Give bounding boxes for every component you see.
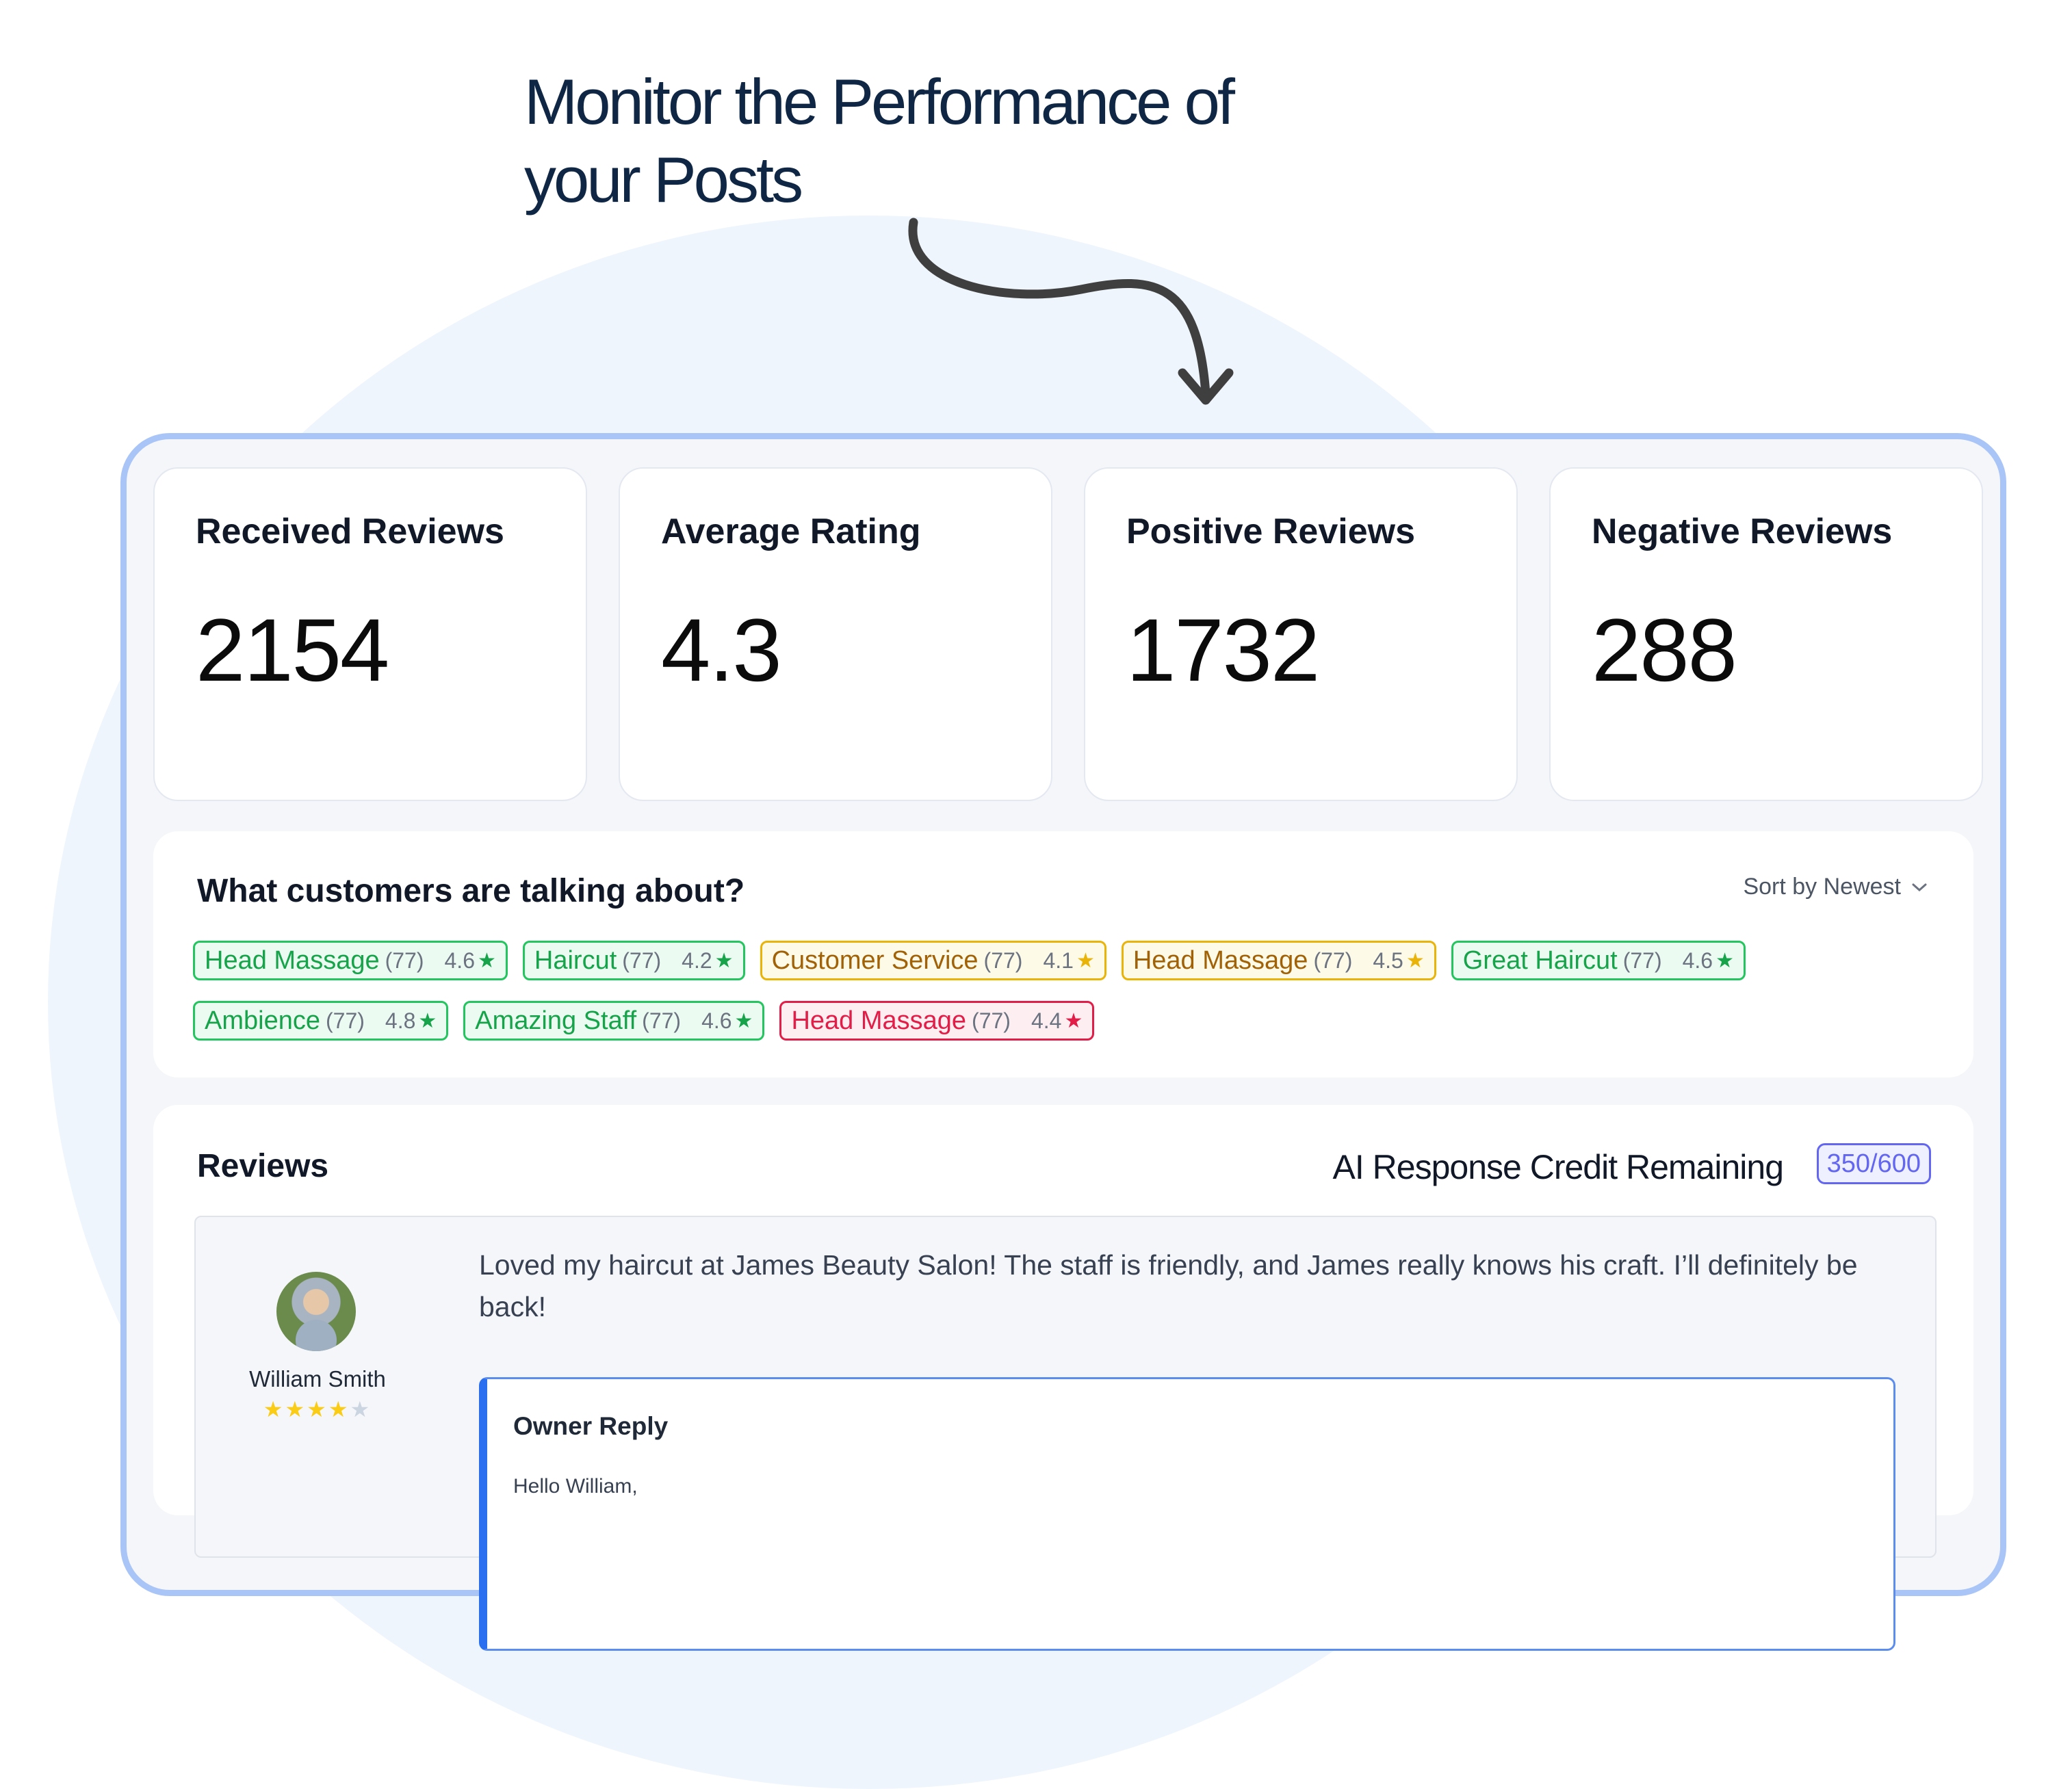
reply-text: Hello William,	[513, 1475, 638, 1498]
topic-chip[interactable]: Haircut (77) 4.2 ★	[522, 941, 745, 980]
stat-label: Negative Reviews	[1592, 512, 1893, 551]
topic-chip[interactable]: Head Massage (77) 4.6 ★	[193, 941, 508, 980]
reviews-panel: Reviews AI Response Credit Remaining 350…	[153, 1105, 1973, 1651]
star-icon: ★	[714, 949, 734, 972]
topic-chip[interactable]: Ambience (77) 4.8 ★	[193, 1001, 449, 1041]
review-card: William Smith ★★★★★ Loved my haircut at …	[194, 1216, 1937, 1651]
stat-value: 4.3	[661, 600, 782, 700]
chip-name: Ambience	[205, 1006, 320, 1035]
stat-label: Average Rating	[661, 512, 921, 551]
chip-rating: 4.1	[1043, 948, 1074, 973]
stat-label: Positive Reviews	[1126, 512, 1415, 551]
reviews-title: Reviews	[197, 1148, 329, 1184]
chip-count: (77)	[642, 1008, 682, 1033]
sort-label: Sort by Newest	[1743, 874, 1901, 900]
topic-chip[interactable]: Head Massage (77) 4.4 ★	[779, 1001, 1095, 1041]
reply-title: Owner Reply	[513, 1412, 669, 1440]
chip-count: (77)	[972, 1008, 1011, 1033]
topic-chip-row: Ambience (77) 4.8 ★ Amazing Staff (77) 4…	[193, 1001, 1095, 1041]
topic-chip[interactable]: Amazing Staff (77) 4.6 ★	[463, 1001, 765, 1041]
stat-label: Received Reviews	[196, 512, 504, 551]
sort-dropdown[interactable]: Sort by Newest	[1743, 874, 1927, 900]
star-icon: ★	[350, 1397, 372, 1422]
chip-name: Head Massage	[791, 1006, 967, 1035]
chip-count: (77)	[983, 948, 1023, 973]
star-icon: ★	[263, 1397, 285, 1422]
headline: Monitor the Performance of your Posts	[524, 66, 1235, 216]
owner-reply: Owner Reply Hello William,	[479, 1377, 1895, 1651]
stat-value: 288	[1592, 600, 1737, 700]
chevron-down-icon	[1912, 883, 1927, 891]
ai-credit-badge: 350/600	[1816, 1143, 1931, 1184]
chip-name: Head Massage	[1132, 945, 1308, 975]
star-icon: ★	[734, 1009, 753, 1032]
stat-value: 1732	[1126, 600, 1320, 700]
chip-rating: 4.6	[1682, 948, 1713, 973]
star-icon: ★	[1064, 1009, 1083, 1032]
star-icon: ★	[1076, 949, 1095, 972]
chip-rating: 4.6	[444, 948, 475, 973]
star-icon: ★	[328, 1397, 350, 1422]
topic-chip[interactable]: Head Massage (77) 4.5 ★	[1121, 941, 1436, 980]
chip-count: (77)	[1313, 948, 1353, 973]
star-icon: ★	[285, 1397, 307, 1422]
chip-count: (77)	[1622, 948, 1662, 973]
chip-count: (77)	[622, 948, 662, 973]
stat-card-average-rating: Average Rating 4.3	[619, 467, 1052, 801]
chip-name: Customer Service	[771, 945, 979, 975]
chip-rating: 4.2	[682, 948, 712, 973]
avatar	[276, 1272, 356, 1351]
stat-value: 2154	[196, 600, 389, 700]
star-rating: ★★★★★	[242, 1396, 393, 1422]
chip-name: Haircut	[534, 945, 617, 975]
star-icon: ★	[477, 949, 496, 972]
reviewer-name: William Smith	[249, 1366, 386, 1392]
stat-card-positive-reviews: Positive Reviews 1732	[1084, 467, 1518, 801]
chip-rating: 4.5	[1373, 948, 1403, 973]
topics-panel: What customers are talking about? Sort b…	[153, 831, 1973, 1078]
review-text: Loved my haircut at James Beauty Salon! …	[479, 1249, 1858, 1322]
curved-arrow-icon	[908, 218, 1234, 405]
chip-rating: 4.4	[1031, 1008, 1062, 1033]
topic-chip[interactable]: Great Haircut (77) 4.6 ★	[1451, 941, 1746, 980]
topics-title: What customers are talking about?	[197, 873, 745, 909]
stat-card-negative-reviews: Negative Reviews 288	[1549, 467, 1983, 801]
chip-name: Head Massage	[205, 945, 380, 975]
star-icon: ★	[1715, 949, 1734, 972]
chip-rating: 4.6	[701, 1008, 732, 1033]
chip-count: (77)	[385, 948, 424, 973]
topic-chip-row: Head Massage (77) 4.6 ★ Haircut (77) 4.2…	[193, 941, 1746, 980]
star-icon: ★	[1406, 949, 1425, 972]
chip-name: Great Haircut	[1462, 945, 1618, 975]
ai-credit-label: AI Response Credit Remaining	[1332, 1148, 1784, 1186]
chip-rating: 4.8	[385, 1008, 416, 1033]
star-icon: ★	[418, 1009, 437, 1032]
chip-count: (77)	[325, 1008, 365, 1033]
chip-name: Amazing Staff	[475, 1006, 637, 1035]
stat-card-received-reviews: Received Reviews 2154	[153, 467, 587, 801]
topic-chip[interactable]: Customer Service (77) 4.1 ★	[760, 941, 1106, 980]
star-icon: ★	[307, 1397, 328, 1422]
